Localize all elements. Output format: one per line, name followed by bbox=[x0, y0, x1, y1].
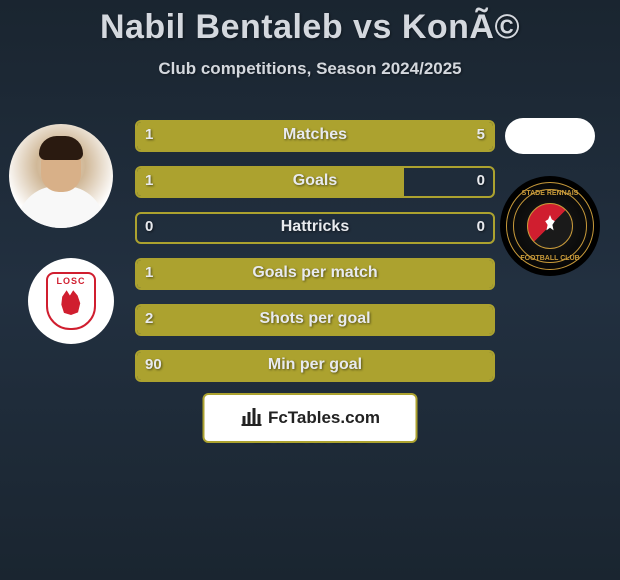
player-left-photo bbox=[9, 124, 113, 228]
stat-row: Matches1 5 bbox=[135, 120, 495, 152]
comparison-title: Nabil Bentaleb vs KonÃ© bbox=[0, 0, 620, 47]
attribution-badge[interactable]: FcTables.com bbox=[203, 393, 418, 443]
club-left-badge: LOSC bbox=[28, 258, 114, 344]
chart-icon bbox=[240, 406, 264, 430]
comparison-chart: Matches15Goals10Hattricks00Goals per mat… bbox=[135, 120, 495, 396]
stat-value-left: 90 bbox=[145, 350, 162, 380]
player-right-photo bbox=[505, 118, 595, 154]
stat-row: Min per goal90 bbox=[135, 350, 495, 382]
stat-value-left: 0 bbox=[145, 212, 153, 242]
stat-label: Goals bbox=[135, 166, 495, 198]
stat-label: Shots per goal bbox=[135, 304, 495, 336]
stat-row: Shots per goal2 bbox=[135, 304, 495, 336]
stat-row: Goals1 0 bbox=[135, 166, 495, 198]
stat-value-left: 2 bbox=[145, 304, 153, 334]
club-right-badge: STADE RENNAIS FOOTBALL CLUB bbox=[500, 176, 600, 276]
stat-value-left: 1 bbox=[145, 258, 153, 288]
stat-label: Matches bbox=[135, 120, 495, 152]
attribution-text: FcTables.com bbox=[268, 408, 380, 428]
stat-value-right: 0 bbox=[477, 166, 485, 196]
stat-value-left: 1 bbox=[145, 166, 153, 196]
comparison-subtitle: Club competitions, Season 2024/2025 bbox=[0, 59, 620, 79]
stat-label: Goals per match bbox=[135, 258, 495, 290]
stat-row: Goals per match1 bbox=[135, 258, 495, 290]
stat-label: Min per goal bbox=[135, 350, 495, 382]
stat-value-right: 5 bbox=[477, 120, 485, 150]
stat-row: Hattricks0 0 bbox=[135, 212, 495, 244]
club-left-badge-text: LOSC bbox=[56, 276, 85, 286]
stat-value-right: 0 bbox=[477, 212, 485, 242]
stat-label: Hattricks bbox=[135, 212, 495, 244]
stat-value-left: 1 bbox=[145, 120, 153, 150]
